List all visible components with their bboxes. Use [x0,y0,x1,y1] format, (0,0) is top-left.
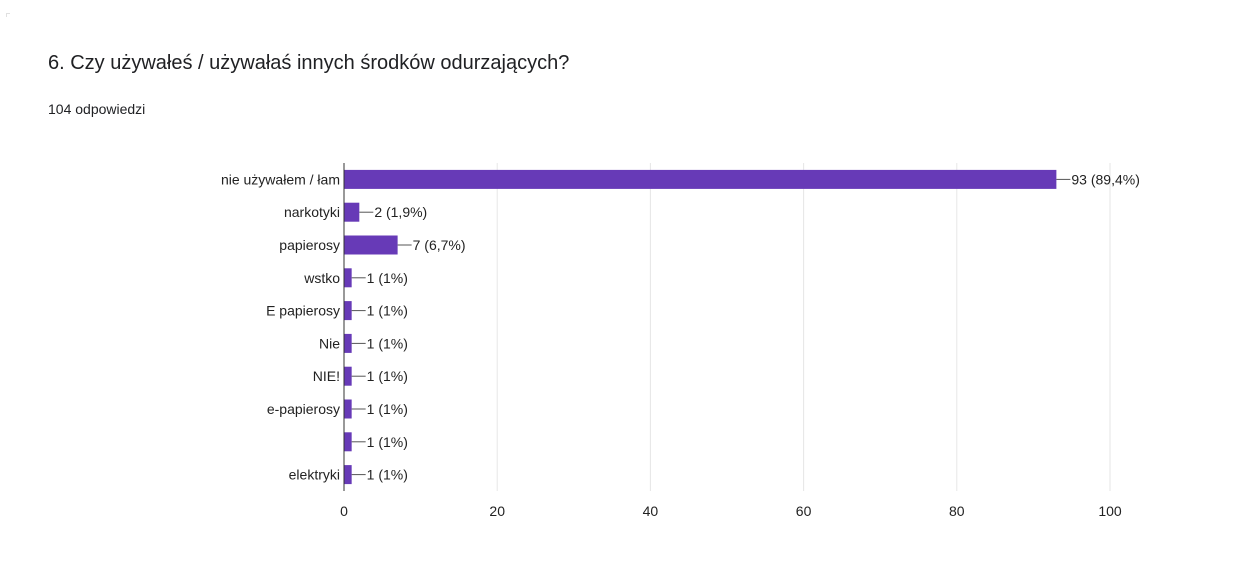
value-label: 1 (1%) [367,434,408,450]
bar [344,465,352,484]
category-label: NIE! [313,368,340,384]
category-label: e-papierosy [267,401,340,417]
bar [344,301,352,320]
value-label: 1 (1%) [367,368,408,384]
value-label: 1 (1%) [367,467,408,483]
value-label: 93 (89,4%) [1071,171,1139,187]
x-tick-label: 80 [949,503,965,519]
value-label: 1 (1%) [367,303,408,319]
category-label: narkotyki [284,204,340,220]
bar [344,170,1056,189]
x-tick-label: 100 [1098,503,1122,519]
bar [344,268,352,287]
x-tick-label: 20 [489,503,505,519]
value-label: 7 (6,7%) [413,237,466,253]
x-tick-label: 40 [643,503,659,519]
value-label: 1 (1%) [367,401,408,417]
value-label: 1 (1%) [367,270,408,286]
bar [344,400,352,419]
bar [344,203,359,222]
x-tick-label: 0 [340,503,348,519]
value-label: 2 (1,9%) [374,204,427,220]
category-label: elektryki [289,467,340,483]
category-label: Nie [319,335,340,351]
bar [344,367,352,386]
category-label: wstko [303,270,340,286]
category-label: papierosy [279,237,340,253]
bar [344,432,352,451]
category-label: E papierosy [266,303,340,319]
bar [344,334,352,353]
bar [344,236,398,255]
value-label: 1 (1%) [367,335,408,351]
category-label: nie używałem / łam [221,171,340,187]
x-tick-label: 60 [796,503,812,519]
